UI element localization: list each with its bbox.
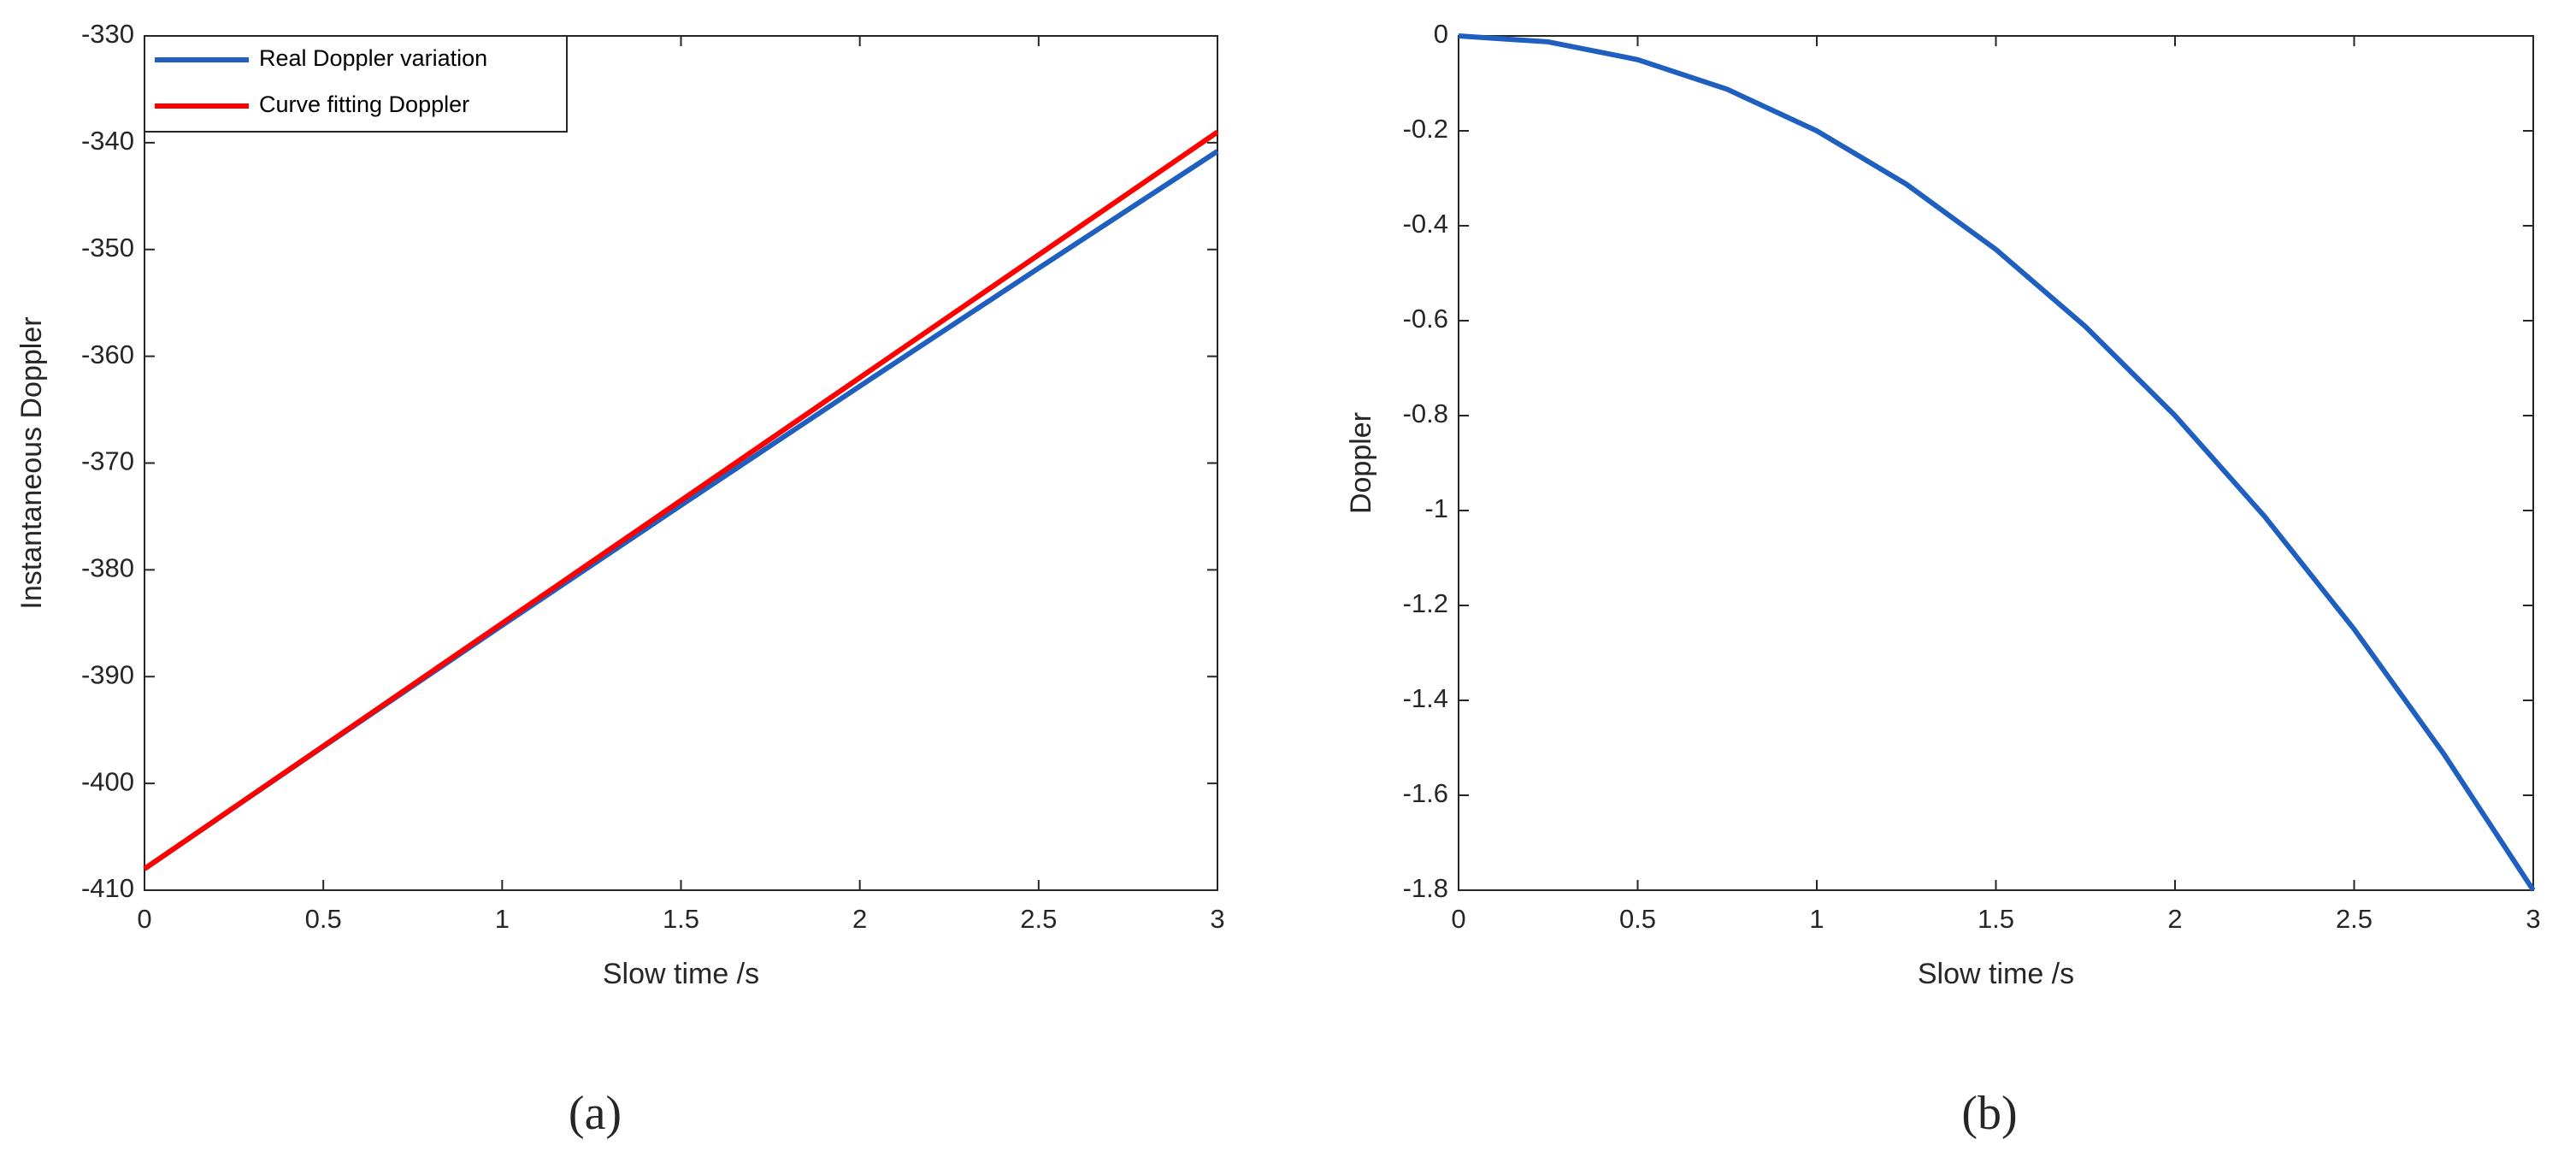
y-tick-label: -0.2 — [1403, 114, 1448, 144]
y-axis-label: Doppler — [1345, 412, 1377, 514]
y-tick-label: -360 — [81, 339, 134, 369]
y-tick-label: 0 — [1434, 19, 1448, 49]
x-tick-label: 0.5 — [305, 904, 342, 934]
legend-box — [144, 35, 568, 133]
legend-label: Real Doppler variation — [259, 45, 487, 71]
x-tick-label: 1 — [1809, 904, 1824, 934]
x-tick-label: 0 — [137, 904, 151, 934]
y-tick-label: -1 — [1424, 493, 1448, 523]
y-tick-label: -1.2 — [1403, 588, 1448, 618]
x-tick-label: 2 — [2167, 904, 2182, 934]
plot-area — [144, 35, 1218, 891]
x-tick-label: 3 — [2526, 904, 2540, 934]
y-tick-label: -410 — [81, 873, 134, 903]
x-tick-label: 2.5 — [1020, 904, 1057, 934]
data-line — [143, 129, 1219, 871]
y-tick-label: -350 — [81, 233, 134, 263]
x-tick-label: 1.5 — [663, 904, 699, 934]
y-tick-label: -1.4 — [1403, 683, 1448, 713]
plot-area — [1458, 35, 2534, 891]
y-tick-label: -330 — [81, 19, 134, 49]
x-tick-label: 1 — [495, 904, 510, 934]
y-tick-label: -400 — [81, 766, 134, 796]
y-axis-label: Instantaneous Doppler — [15, 316, 48, 609]
x-tick-label: 2 — [852, 904, 867, 934]
data-line — [1458, 33, 2536, 892]
x-tick-label: 0 — [1451, 904, 1465, 934]
y-tick-label: -1.6 — [1403, 778, 1448, 808]
y-tick-label: -390 — [81, 659, 134, 689]
y-tick-label: -0.4 — [1403, 209, 1448, 239]
y-tick-label: -370 — [81, 446, 134, 476]
x-tick-label: 3 — [1210, 904, 1224, 934]
x-tick-label: 2.5 — [2336, 904, 2373, 934]
y-tick-label: -340 — [81, 126, 134, 156]
legend: Real Doppler variation Curve fitting Dopp… — [144, 35, 568, 133]
x-axis-label: Slow time /s — [603, 958, 759, 990]
caption: (b) — [1961, 1087, 2017, 1140]
y-tick-label: -0.8 — [1403, 398, 1448, 428]
y-tick-label: -0.6 — [1403, 304, 1448, 334]
y-tick-label: -1.8 — [1403, 873, 1448, 903]
x-tick-label: 1.5 — [1978, 904, 2014, 934]
x-tick-label: 0.5 — [1619, 904, 1656, 934]
x-axis-label: Slow time /s — [1918, 958, 2074, 990]
y-tick-label: -380 — [81, 553, 134, 583]
legend-label: Curve fitting Doppler — [259, 91, 469, 117]
caption: (a) — [569, 1087, 622, 1140]
